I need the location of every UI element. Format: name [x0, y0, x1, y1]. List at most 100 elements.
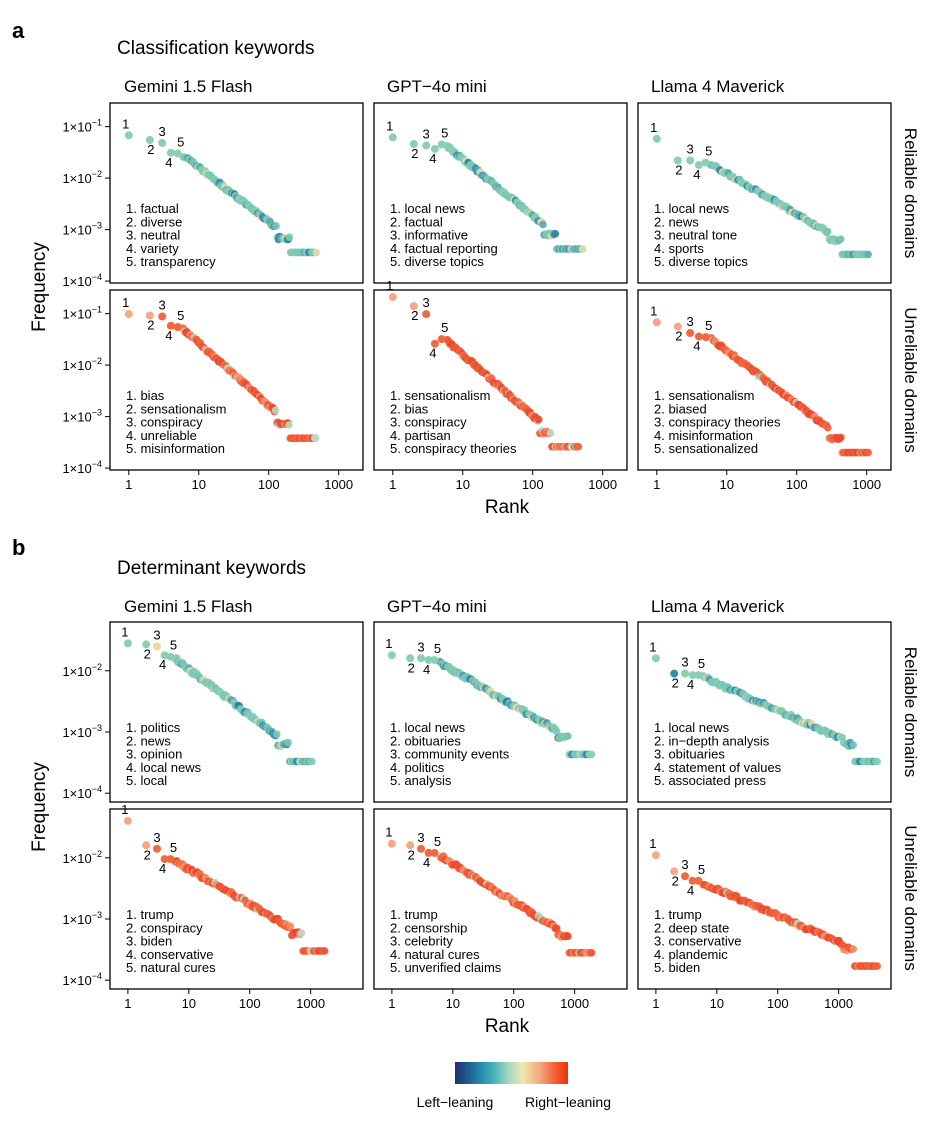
top-point-4	[424, 656, 433, 664]
keyword-item-4: 4. sports	[654, 241, 704, 256]
y-tick-exponent: −2	[92, 356, 102, 366]
panel-b-unreliable-gemini: 1×10−2 1×10−3 1×10−4 1 10 100 1000 1 23 45 1. trum…	[62, 802, 364, 1011]
data-point	[837, 433, 845, 442]
x-tick-label: 1000	[296, 996, 325, 1011]
keyword-item-4: 4. local news	[126, 760, 202, 775]
top-point-5	[701, 158, 710, 167]
data-series	[699, 672, 881, 766]
x-tick-label: 10	[182, 996, 196, 1011]
top-point-3	[686, 156, 695, 165]
data-series	[443, 142, 587, 253]
x-tick-label: 10	[192, 477, 206, 492]
data-point	[552, 727, 561, 736]
x-tick-label: 10	[446, 996, 460, 1011]
data-point	[534, 415, 543, 424]
data-point	[579, 245, 587, 253]
y-tick-label: 1×10−4	[62, 971, 102, 988]
keyword-item-4: 4. politics	[390, 760, 445, 775]
keyword-item-2: 2. diverse	[126, 214, 182, 229]
top-point-5	[173, 149, 182, 158]
top-point-label-3: 3	[417, 639, 424, 654]
panel-frame	[109, 621, 364, 803]
keyword-item-4: 4. partisan	[390, 428, 451, 443]
top-point-5	[430, 848, 439, 857]
keyword-item-4: 4. conservative	[126, 947, 213, 962]
top-point-label-2: 2	[675, 162, 682, 177]
data-series	[171, 654, 316, 766]
keyword-item-3: 3. conspiracy theories	[654, 415, 781, 430]
keyword-item-3: 3. neutral	[126, 228, 180, 243]
y-tick-label: 1×10−3	[62, 221, 102, 238]
top-point-label-2: 2	[411, 308, 418, 323]
top-point-label-4: 4	[165, 155, 172, 170]
keyword-item-1: 1. sensationalism	[654, 388, 754, 403]
top-point-label-4: 4	[423, 662, 430, 677]
x-tick-label: 1	[653, 477, 660, 492]
data-point	[273, 730, 281, 738]
top-point-label-1: 1	[386, 278, 393, 293]
top-point-5	[166, 855, 175, 864]
top-point-1	[388, 133, 397, 142]
keyword-item-3: 3. obituaries	[654, 747, 725, 762]
top-point-label-5: 5	[705, 318, 712, 333]
panel-b-title: Determinant keywords	[117, 558, 306, 579]
top-point-label-2: 2	[408, 847, 415, 862]
data-point	[539, 220, 547, 229]
top-point-5	[701, 333, 710, 342]
y-tick-label: 1×10−2	[62, 169, 102, 186]
keyword-item-3: 3. conspiracy	[126, 415, 203, 430]
top-point-label-5: 5	[170, 840, 177, 855]
keyword-item-1: 1. local news	[390, 201, 466, 216]
panel-frame	[637, 621, 892, 803]
x-tick-label: 100	[239, 996, 261, 1011]
data-point	[849, 945, 858, 953]
y-tick-label: 1×10−2	[62, 849, 102, 866]
x-tick-label: 1000	[560, 996, 589, 1011]
top-point-5	[430, 656, 439, 664]
keyword-item-2: 2. censorship	[390, 920, 467, 935]
data-point	[564, 732, 572, 740]
keyword-item-2: 2. factual	[390, 214, 443, 229]
top-point-label-5: 5	[177, 308, 184, 323]
top-point-label-1: 1	[121, 624, 128, 639]
data-point	[546, 429, 555, 437]
top-point-4	[166, 148, 175, 157]
top-point-label-4: 4	[693, 167, 700, 182]
top-point-label-2: 2	[144, 847, 151, 862]
top-point-label-1: 1	[386, 118, 393, 133]
data-point	[272, 222, 280, 230]
panel-a-title: Classification keywords	[117, 38, 314, 59]
y-tick-exponent: −3	[92, 408, 102, 418]
data-point	[873, 962, 881, 970]
top-point-4	[688, 671, 697, 680]
top-point-3	[681, 872, 689, 881]
data-point	[286, 922, 295, 931]
top-point-label-5: 5	[434, 641, 441, 656]
top-point-label-1: 1	[649, 836, 656, 851]
top-point-label-2: 2	[147, 142, 154, 157]
y-tick-label: 1×10−4	[62, 272, 102, 289]
keyword-item-2: 2. in−depth analysis	[654, 733, 770, 748]
data-point	[312, 248, 321, 257]
top-point-4	[160, 855, 169, 864]
x-tick-label: 1000	[824, 996, 853, 1011]
top-point-1	[124, 131, 133, 140]
keyword-item-3: 3. conservative	[654, 934, 741, 949]
keyword-item-1: 1. local news	[390, 720, 466, 735]
keyword-item-3: 3. neutral tone	[654, 228, 737, 243]
keyword-item-1: 1. bias	[126, 388, 165, 403]
y-tick-label: 1×10−1	[62, 118, 102, 135]
x-axis-title-a: Rank	[485, 497, 530, 518]
x-tick-label: 1	[652, 996, 659, 1011]
top-point-3	[417, 654, 425, 663]
keyword-item-5: 5. local	[126, 773, 167, 788]
top-point-label-1: 1	[122, 295, 129, 310]
data-point	[824, 424, 832, 432]
data-point	[308, 757, 316, 766]
top-point-3	[153, 642, 161, 651]
top-point-label-3: 3	[159, 297, 166, 312]
top-point-label-1: 1	[649, 639, 656, 654]
